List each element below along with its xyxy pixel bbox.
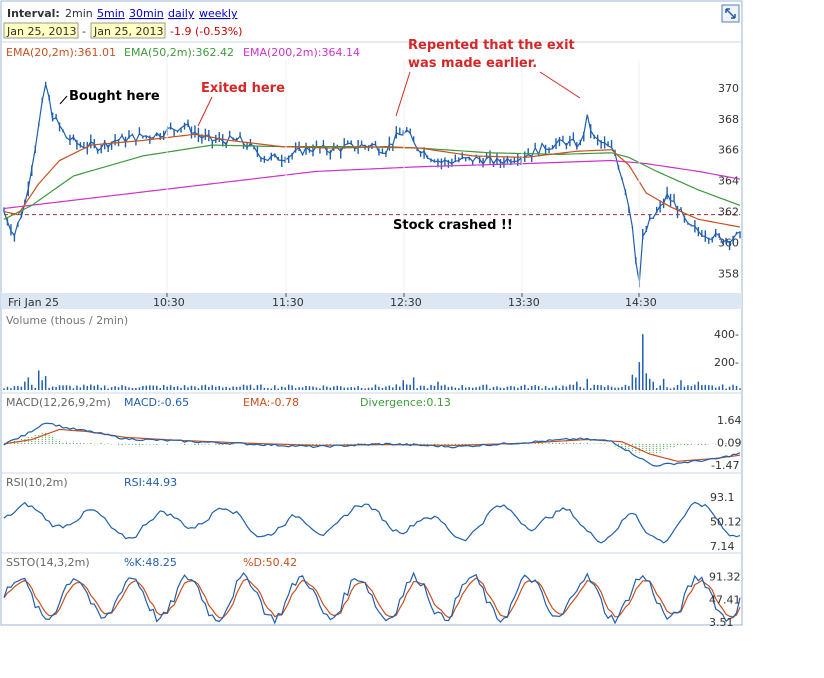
ssto-k-value: %K:48.25 bbox=[124, 556, 177, 569]
interval-selector: Interval: 2min 5min 30min daily weekly bbox=[7, 7, 238, 20]
date-from-box[interactable] bbox=[3, 22, 79, 39]
annotation-repented-line1: Repented that the exit bbox=[408, 38, 575, 53]
macd-title: MACD(12,26,9,2m) bbox=[6, 396, 111, 409]
rsi-y-tick: 50.12 bbox=[710, 515, 742, 528]
annotation-repented-arrow-left bbox=[395, 71, 411, 117]
price-y-tick: 362 bbox=[718, 206, 739, 219]
ssto-d-value: %D:50.42 bbox=[243, 556, 297, 569]
rsi-title: RSI(10,2m) bbox=[6, 476, 68, 489]
interval-daily[interactable]: daily bbox=[168, 7, 195, 20]
price-y-tick: 370 bbox=[718, 82, 739, 95]
ssto-k-line bbox=[3, 571, 741, 625]
interval-label: Interval: bbox=[7, 7, 60, 20]
rsi-panel: 93.1 50.12 7.14 bbox=[3, 491, 742, 553]
annotation-bought-arrow bbox=[59, 95, 68, 105]
ssto-panel: 91.32 47.41 3.51 bbox=[3, 571, 741, 629]
price-y-tick: 358 bbox=[718, 267, 739, 280]
price-y-tick: 368 bbox=[718, 113, 739, 126]
time-tick-label: 12:30 bbox=[390, 296, 422, 309]
macd-y-tick: -1.47 bbox=[711, 459, 739, 472]
volume-y-tick: 200- bbox=[714, 356, 739, 369]
ssto-y-tick: 3.51 bbox=[709, 616, 734, 629]
ssto-d-line bbox=[3, 577, 741, 619]
macd-ema-line bbox=[3, 428, 741, 462]
time-tick-label: Fri Jan 25 bbox=[8, 296, 59, 309]
ssto-y-tick: 47.41 bbox=[709, 593, 741, 606]
rsi-line bbox=[3, 501, 741, 544]
interval-2min[interactable]: 2min bbox=[65, 7, 93, 20]
macd-line bbox=[3, 422, 741, 467]
volume-y-tick: 400- bbox=[714, 328, 739, 341]
annotation-stock-crashed: Stock crashed !! bbox=[393, 218, 513, 233]
interval-weekly[interactable]: weekly bbox=[199, 7, 238, 20]
interval-5min[interactable]: 5min bbox=[97, 7, 125, 20]
legend-ema50: EMA(50,2m):362.42 bbox=[124, 46, 234, 59]
date-from[interactable]: Jan 25, 2013 bbox=[6, 25, 76, 38]
date-to[interactable]: Jan 25, 2013 bbox=[93, 25, 163, 38]
time-tick-label: 10:30 bbox=[153, 296, 185, 309]
ema20-line bbox=[3, 133, 741, 228]
annotation-repented-line2: was made earlier. bbox=[408, 56, 537, 71]
ema200-line bbox=[3, 159, 741, 210]
expand-icon[interactable] bbox=[721, 4, 740, 23]
rsi-y-tick: 93.1 bbox=[710, 491, 735, 504]
annotations: Bought here Exited here Repented that th… bbox=[59, 38, 581, 233]
annotation-exited-arrow bbox=[197, 96, 213, 127]
date-to-box[interactable] bbox=[90, 22, 166, 39]
macd-y-tick: 0.09 bbox=[717, 437, 742, 450]
price-line bbox=[3, 84, 741, 283]
rsi-y-tick: 7.14 bbox=[710, 540, 735, 553]
price-y-tick: 366 bbox=[718, 144, 739, 157]
macd-value: MACD:-0.65 bbox=[124, 396, 189, 409]
interval-30min[interactable]: 30min bbox=[129, 7, 164, 20]
rsi-value: RSI:44.93 bbox=[124, 476, 177, 489]
volume-panel: 200- 400- bbox=[3, 328, 741, 390]
macd-panel: 1.64 0.09 -1.47 bbox=[3, 414, 742, 472]
date-separator: - bbox=[82, 25, 86, 38]
annotation-exited-here: Exited here bbox=[201, 81, 285, 96]
macd-divergence-value: Divergence:0.13 bbox=[360, 396, 451, 409]
time-axis: Fri Jan 25 10:30 11:30 12:30 13:30 14:30 bbox=[8, 293, 657, 309]
time-tick-label: 14:30 bbox=[625, 296, 657, 309]
macd-y-tick: 1.64 bbox=[717, 414, 742, 427]
legend-ema20: EMA(20,2m):361.01 bbox=[6, 46, 116, 59]
ssto-title: SSTO(14,3,2m) bbox=[6, 556, 90, 569]
time-tick-label: 11:30 bbox=[272, 296, 304, 309]
ssto-y-tick: 91.32 bbox=[709, 571, 741, 584]
date-range: Jan 25, 2013 - Jan 25, 2013 -1.9 (-0.53%… bbox=[3, 22, 242, 39]
annotation-bought-here: Bought here bbox=[69, 89, 160, 104]
time-axis-band bbox=[1, 293, 742, 309]
chart-frame bbox=[0, 0, 743, 626]
volume-title: Volume (thous / 2min) bbox=[6, 314, 128, 327]
annotation-repented-arrow-right bbox=[539, 71, 581, 99]
time-tick-label: 13:30 bbox=[508, 296, 540, 309]
price-change: -1.9 (-0.53%) bbox=[170, 25, 242, 38]
legend-ema200: EMA(200,2m):364.14 bbox=[243, 46, 360, 59]
macd-ema-value: EMA:-0.78 bbox=[243, 396, 299, 409]
